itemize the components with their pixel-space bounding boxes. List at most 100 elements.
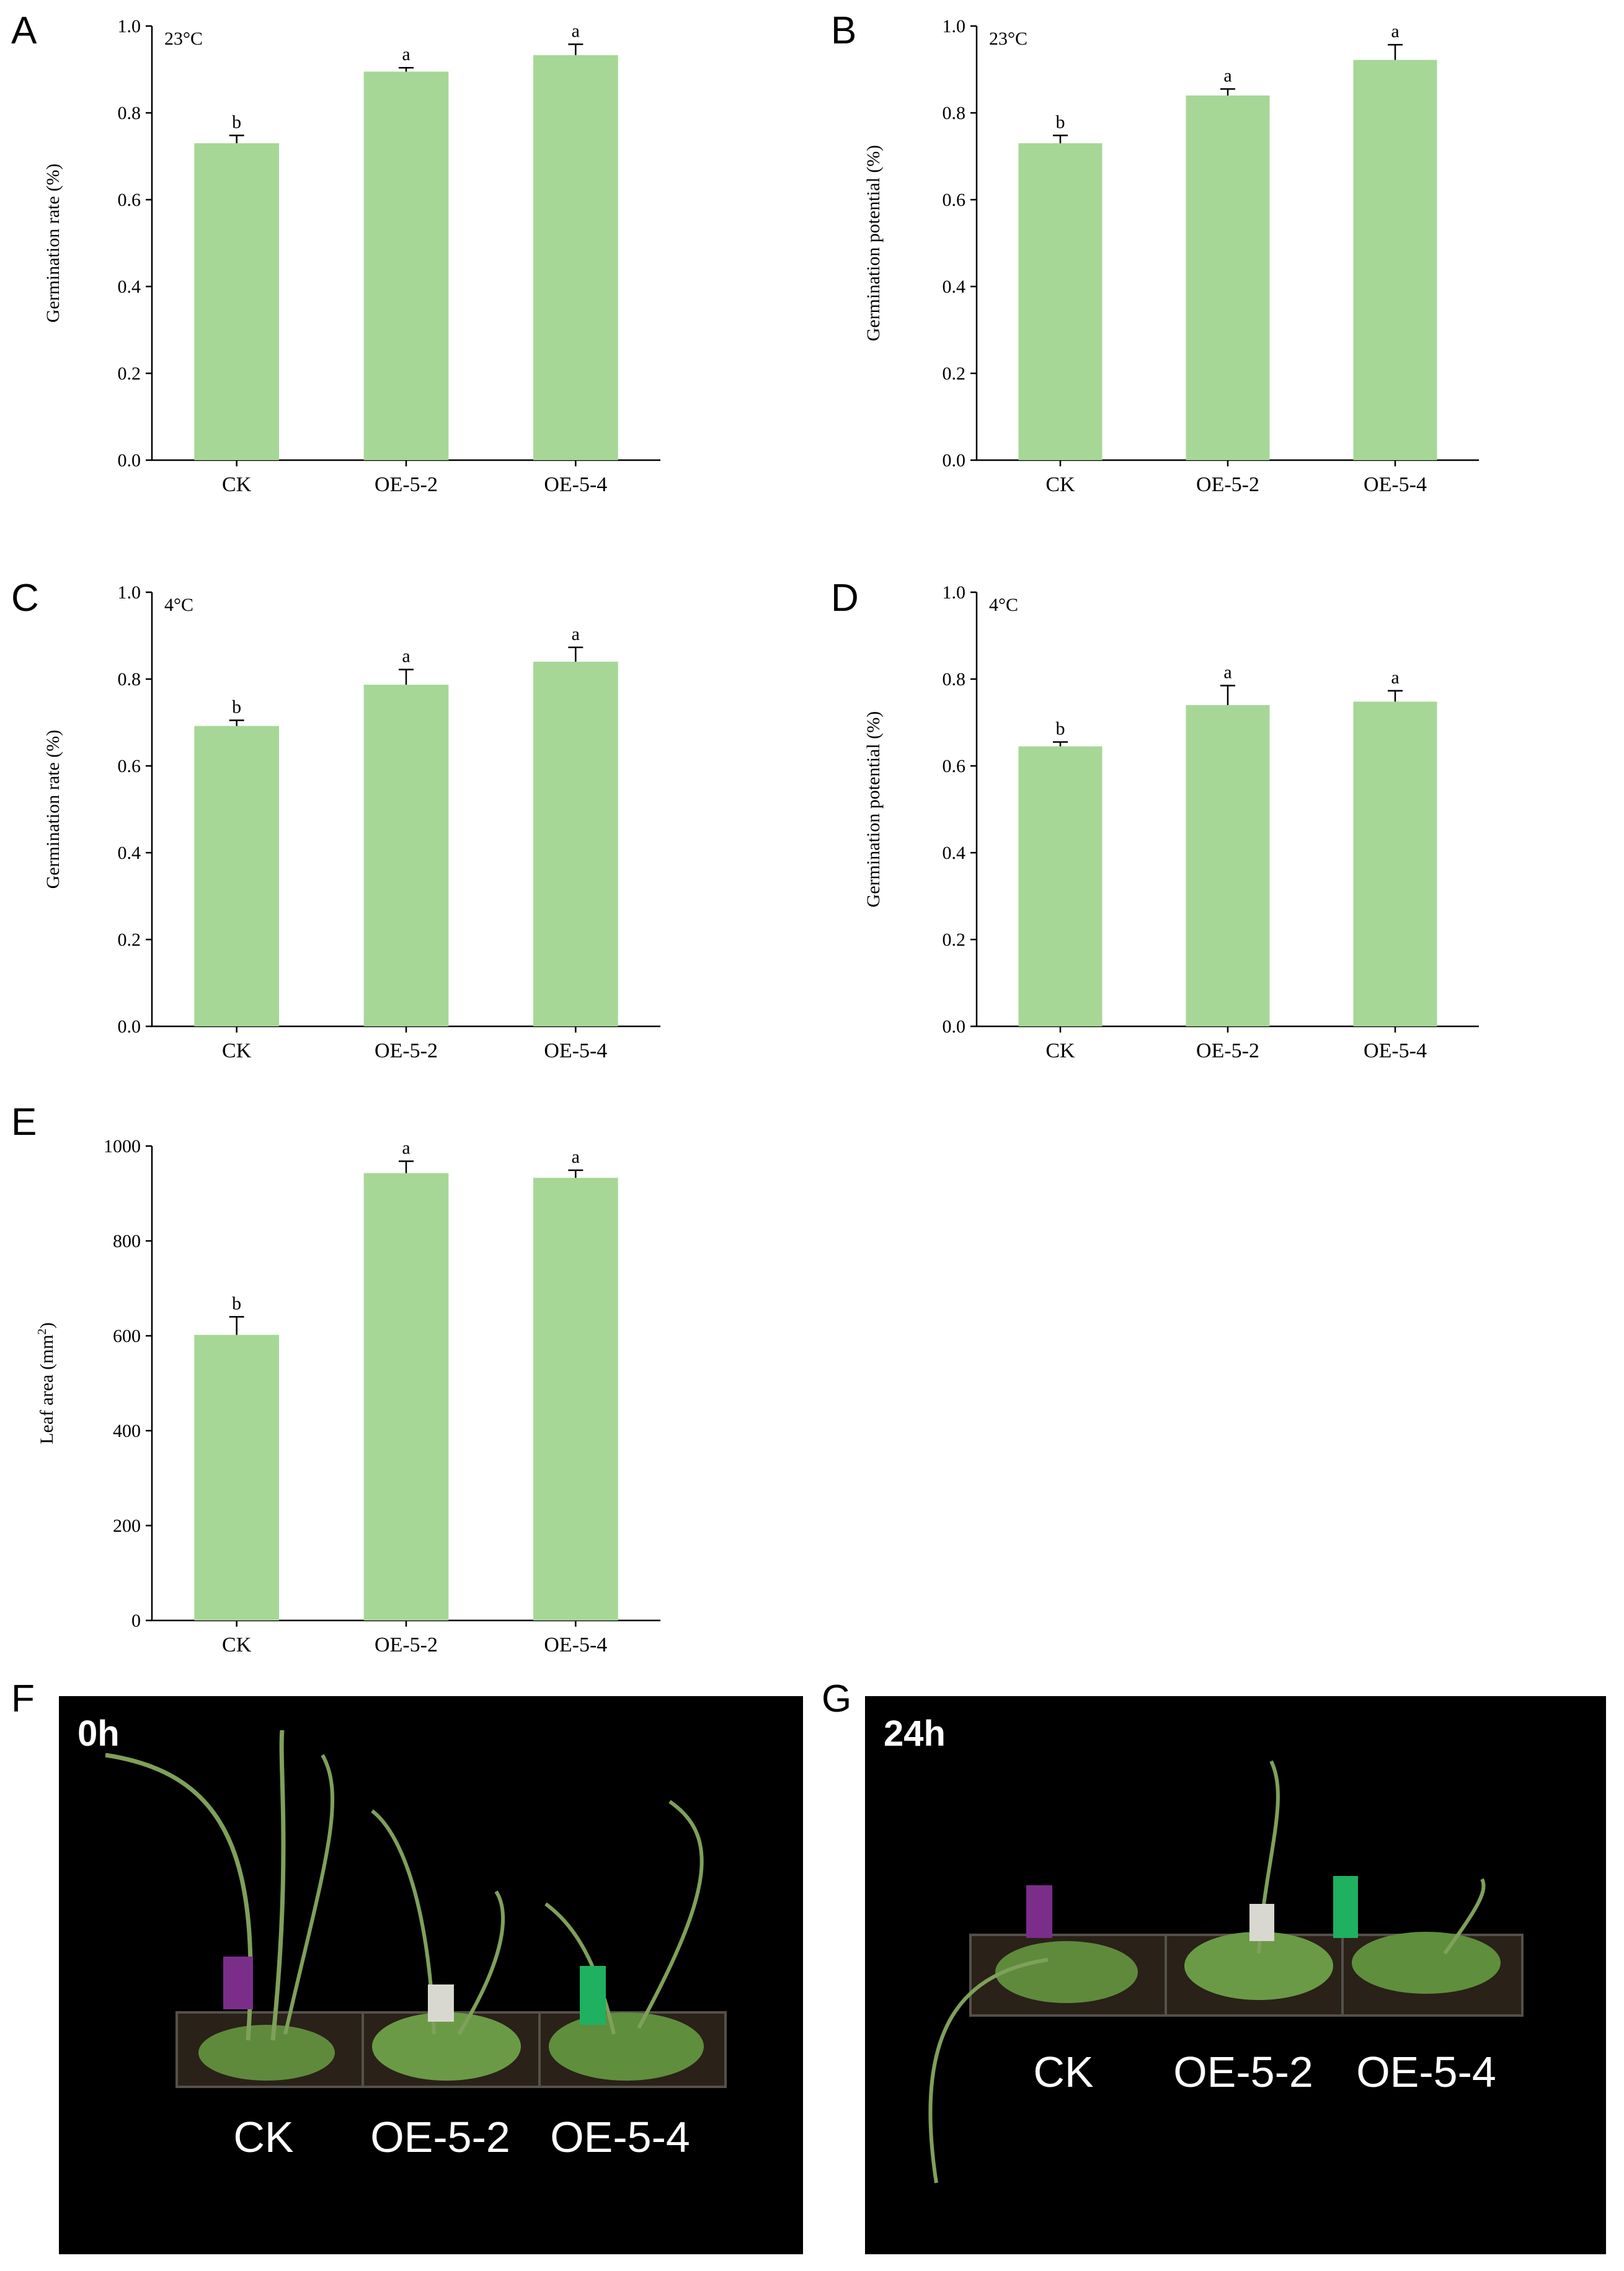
- condition-label-c: 4°C: [164, 595, 193, 615]
- y-tick-label-e-0: 0: [131, 1611, 141, 1631]
- y-tick-label-d-4: 0.8: [943, 669, 966, 690]
- panel-letter-c: C: [11, 577, 39, 620]
- y-tick-label-e-5: 1000: [104, 1136, 141, 1157]
- y-tick-label-a-0: 0.0: [118, 450, 141, 471]
- bar-a-0: [194, 143, 279, 460]
- significance-label-c-1: a: [402, 646, 410, 667]
- significance-label-e-0: b: [232, 1293, 241, 1313]
- significance-label-e-1: a: [402, 1137, 410, 1158]
- x-tick-label-b-0: CK: [1045, 473, 1075, 496]
- error-bar-c-1: [399, 669, 414, 685]
- y-tick-label-c-1: 0.2: [118, 930, 141, 950]
- x-tick-label-c-0: CK: [222, 1039, 252, 1062]
- bar-c-1: [363, 685, 449, 1026]
- photo-g-time: 24h: [884, 1713, 946, 1754]
- condition-label-a: 23°C: [164, 29, 203, 49]
- significance-label-b-2: a: [1391, 21, 1399, 42]
- y-tick-label-d-1: 0.2: [943, 930, 966, 950]
- y-tick-label-a-5: 1.0: [118, 16, 141, 37]
- error-bar-a-2: [568, 43, 583, 55]
- significance-label-c-2: a: [572, 624, 580, 644]
- bar-a-1: [363, 71, 449, 460]
- bar-e-0: [194, 1335, 279, 1620]
- y-tick-label-e-4: 800: [113, 1231, 141, 1251]
- photo-f-label-oe-5-4: OE-5-4: [550, 2113, 690, 2161]
- y-axis-label-c: Germination rate (%): [43, 730, 63, 889]
- photo-f-label-oe-5-2: OE-5-2: [370, 2113, 510, 2161]
- bar-d-2: [1353, 701, 1437, 1026]
- error-bar-d-0: [1053, 741, 1068, 747]
- photo-panel-f: F 0h CK OE-5-2 OE-5-4: [11, 1678, 803, 2254]
- chart-panel-e: E 0 200 400 600 800 1000 Leaf area (mm2) b CK a OE-…: [11, 1101, 660, 1656]
- condition-label-b: 23°C: [989, 29, 1027, 49]
- significance-label-c-0: b: [232, 697, 241, 718]
- y-axis-label-a: Germination rate (%): [43, 164, 63, 323]
- x-tick-label-d-1: OE-5-2: [1196, 1039, 1259, 1062]
- panel-letter-g: G: [822, 1678, 851, 1720]
- photo-g-label-ck: CK: [1033, 2048, 1093, 2096]
- bar-b-1: [1186, 96, 1270, 460]
- condition-label-d: 4°C: [989, 595, 1018, 615]
- significance-label-b-0: b: [1056, 112, 1065, 132]
- error-bar-e-1: [399, 1160, 414, 1173]
- plants-photo-f: [105, 1730, 727, 2088]
- error-bar-a-1: [399, 66, 414, 72]
- bar-d-1: [1186, 705, 1270, 1026]
- chart-panel-c: C 4°C 0.0 0.2 0.4 0.6 0.8 1.0 Germination rate (…: [11, 577, 660, 1062]
- x-tick-label-a-2: OE-5-4: [544, 473, 607, 496]
- bar-d-0: [1018, 746, 1103, 1026]
- bar-a-2: [533, 55, 618, 460]
- y-tick-label-c-4: 0.8: [118, 669, 141, 690]
- y-tick-label-e-2: 400: [113, 1421, 141, 1441]
- x-tick-label-c-2: OE-5-4: [544, 1039, 607, 1062]
- x-tick-label-e-1: OE-5-2: [375, 1633, 438, 1656]
- y-tick-label-d-5: 1.0: [943, 582, 966, 603]
- bar-c-2: [533, 662, 618, 1026]
- y-tick-label-c-3: 0.6: [118, 756, 141, 776]
- panel-letter-f: F: [11, 1678, 35, 1720]
- panel-letter-e: E: [11, 1101, 37, 1144]
- photo-g-label-oe-5-2: OE-5-2: [1173, 2048, 1313, 2096]
- y-tick-label-b-3: 0.6: [943, 190, 966, 210]
- x-tick-label-c-1: OE-5-2: [375, 1039, 438, 1062]
- panel-letter-d: D: [831, 577, 859, 620]
- x-tick-label-b-1: OE-5-2: [1196, 473, 1259, 496]
- bar-e-1: [363, 1173, 449, 1620]
- significance-label-a-0: b: [232, 112, 241, 132]
- bar-e-2: [533, 1178, 618, 1620]
- y-tick-label-b-1: 0.2: [943, 363, 966, 384]
- y-tick-label-d-3: 0.6: [943, 756, 966, 776]
- y-tick-label-e-1: 200: [113, 1516, 141, 1536]
- significance-label-d-1: a: [1223, 662, 1231, 683]
- x-tick-label-a-1: OE-5-2: [375, 473, 438, 496]
- y-axis-label-e: Leaf area (mm2): [35, 1322, 57, 1444]
- photo-f-time: 0h: [78, 1713, 120, 1754]
- y-axis-label-d: Germination potential (%): [863, 711, 884, 908]
- significance-label-b-1: a: [1223, 66, 1231, 86]
- y-tick-label-c-0: 0.0: [118, 1016, 141, 1037]
- photo-f-label-ck: CK: [233, 2113, 293, 2161]
- error-bar-b-0: [1053, 135, 1068, 143]
- error-bar-d-1: [1220, 685, 1235, 705]
- chart-panel-b: B 23°C 0.0 0.2 0.4 0.6 0.8 1.0 Germination poten…: [831, 9, 1479, 496]
- error-bar-c-2: [568, 646, 583, 662]
- bar-c-0: [194, 726, 279, 1026]
- chart-panel-d: D 4°C 0.0 0.2 0.4 0.6 0.8 1.0 Germination potent…: [831, 577, 1479, 1062]
- y-tick-label-c-5: 1.0: [118, 582, 141, 603]
- panel-letter-b: B: [831, 9, 856, 52]
- panel-letter-a: A: [11, 9, 37, 52]
- photo-g-label-oe-5-4: OE-5-4: [1356, 2048, 1496, 2096]
- y-tick-label-b-2: 0.4: [943, 277, 966, 297]
- error-bar-b-2: [1388, 43, 1403, 60]
- chart-panel-a: A 23°C 0.0 0.2 0.4 0.6 0.8 1.0 Germination rate …: [11, 9, 660, 496]
- x-tick-label-b-2: OE-5-4: [1364, 473, 1427, 496]
- y-tick-label-a-1: 0.2: [118, 363, 141, 384]
- x-tick-label-d-2: OE-5-4: [1364, 1039, 1427, 1062]
- bar-b-2: [1353, 60, 1437, 461]
- error-bar-a-0: [229, 135, 244, 143]
- significance-label-a-1: a: [402, 44, 410, 64]
- y-axis-label-b: Germination potential (%): [863, 145, 884, 342]
- plants-photo-g: [928, 1760, 1524, 2184]
- y-tick-label-a-4: 0.8: [118, 103, 141, 123]
